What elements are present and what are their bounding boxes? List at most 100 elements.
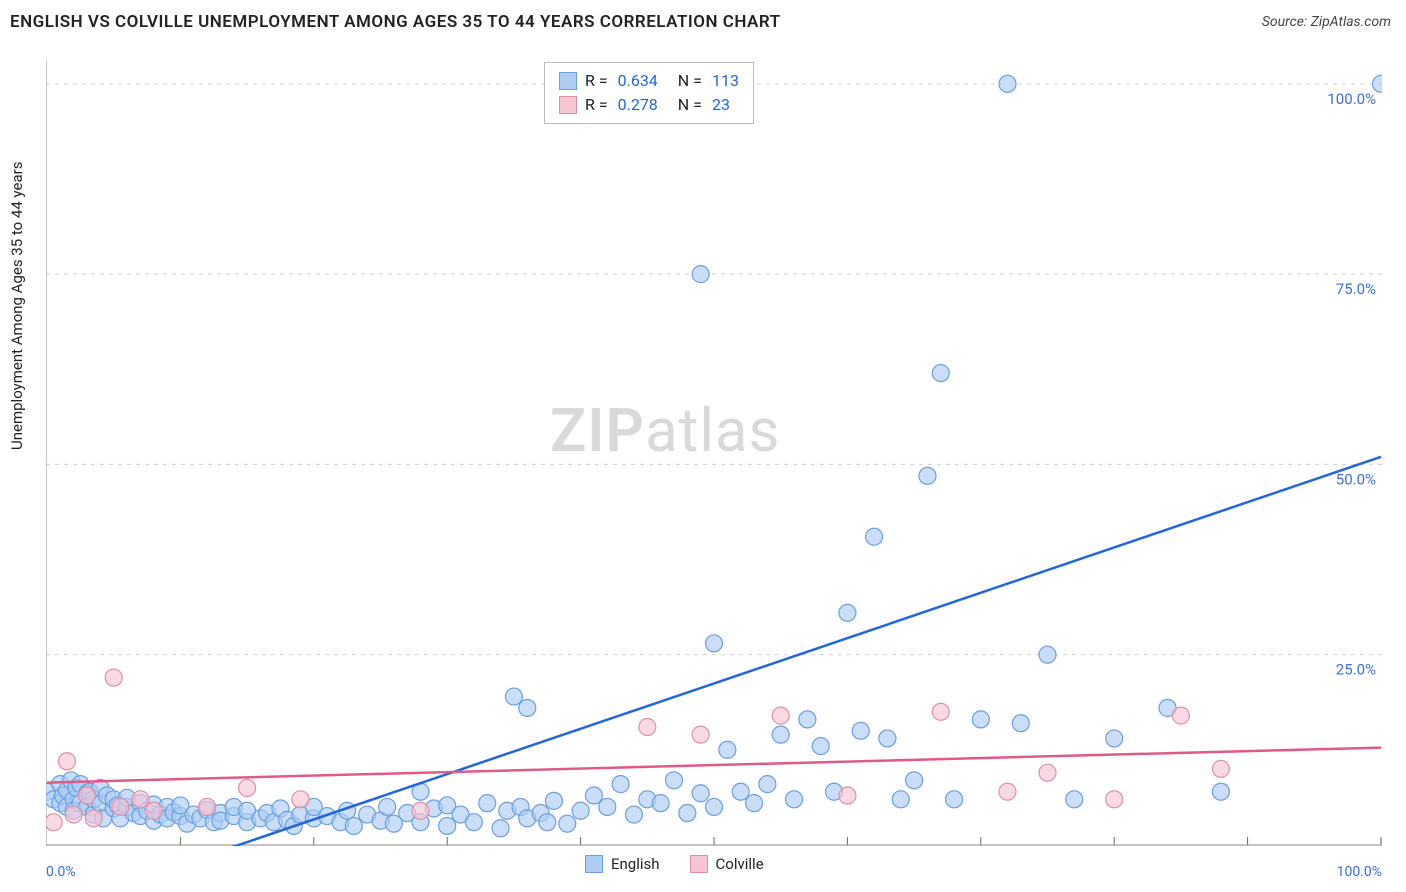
data-point <box>732 783 749 800</box>
data-point <box>652 795 669 812</box>
data-point <box>852 722 869 739</box>
data-point <box>1106 791 1123 808</box>
data-point <box>345 817 362 834</box>
data-point <box>906 772 923 789</box>
y-tick-label: 25.0% <box>1336 661 1376 679</box>
data-point <box>812 738 829 755</box>
data-point <box>545 792 562 809</box>
data-point <box>46 814 62 831</box>
legend-series-label: English <box>611 855 660 873</box>
data-point <box>132 791 149 808</box>
trend-line <box>194 457 1381 846</box>
data-point <box>786 791 803 808</box>
legend-series: English Colville <box>585 855 764 873</box>
data-point <box>1172 707 1189 724</box>
scatter-chart: 25.0% 50.0% 75.0% 100.0% <box>46 60 1382 846</box>
data-point <box>479 795 496 812</box>
data-point <box>706 798 723 815</box>
data-point <box>465 814 482 831</box>
data-point <box>866 528 883 545</box>
data-point <box>932 365 949 382</box>
data-point <box>585 787 602 804</box>
legend-stats-row: R = 0.278 N = 23 <box>559 93 739 117</box>
data-point <box>492 820 509 837</box>
data-point <box>692 266 709 283</box>
y-tick-label: 50.0% <box>1336 470 1376 488</box>
legend-stats: R = 0.634 N = 113 R = 0.278 N = 23 <box>544 62 754 124</box>
data-point <box>1212 760 1229 777</box>
data-point <box>746 795 763 812</box>
data-point <box>1012 715 1029 732</box>
data-point <box>772 726 789 743</box>
r-label: R = <box>585 93 608 117</box>
data-point <box>839 604 856 621</box>
y-tick-label: 75.0% <box>1336 280 1376 298</box>
data-point <box>665 772 682 789</box>
data-point <box>439 817 456 834</box>
data-point <box>1212 783 1229 800</box>
n-value: 23 <box>712 93 730 117</box>
data-point <box>692 785 709 802</box>
data-point <box>519 699 536 716</box>
data-point <box>839 787 856 804</box>
legend-series-label: Colville <box>716 855 764 873</box>
data-point <box>932 703 949 720</box>
data-point <box>1039 764 1056 781</box>
trend-line <box>47 748 1381 783</box>
data-point <box>612 776 629 793</box>
data-point <box>379 798 396 815</box>
r-label: R = <box>585 69 608 93</box>
data-point <box>112 798 129 815</box>
data-point <box>719 741 736 758</box>
data-point <box>505 688 522 705</box>
legend-swatch <box>559 96 577 114</box>
legend-swatch <box>559 72 577 90</box>
data-point <box>85 810 102 827</box>
x-axis-start-label: 0.0% <box>46 864 76 880</box>
r-value: 0.278 <box>618 93 658 117</box>
chart-title: ENGLISH VS COLVILLE UNEMPLOYMENT AMONG A… <box>10 12 781 32</box>
y-axis-label: Unemployment Among Ages 35 to 44 years <box>8 162 26 450</box>
data-point <box>599 798 616 815</box>
data-point <box>292 791 309 808</box>
x-axis-end-label: 100.0% <box>1337 864 1382 880</box>
legend-series-item: Colville <box>690 855 764 873</box>
data-point <box>65 806 82 823</box>
chart-container: ENGLISH VS COLVILLE UNEMPLOYMENT AMONG A… <box>0 0 1406 892</box>
n-value: 113 <box>712 69 739 93</box>
data-point <box>639 719 656 736</box>
legend-swatch <box>690 855 708 873</box>
data-point <box>972 711 989 728</box>
data-point <box>892 791 909 808</box>
source-credit: Source: ZipAtlas.com <box>1262 14 1391 30</box>
data-point <box>799 711 816 728</box>
data-point <box>625 806 642 823</box>
legend-swatch <box>585 855 603 873</box>
data-point <box>239 779 256 796</box>
legend-series-item: English <box>585 855 660 873</box>
data-point <box>999 75 1016 92</box>
data-point <box>145 802 162 819</box>
data-point <box>59 753 76 770</box>
data-point <box>679 805 696 822</box>
data-point <box>1066 791 1083 808</box>
legend-stats-row: R = 0.634 N = 113 <box>559 69 739 93</box>
data-point <box>1039 646 1056 663</box>
data-point <box>199 798 216 815</box>
data-point <box>105 669 122 686</box>
data-point <box>572 802 589 819</box>
data-point <box>412 802 429 819</box>
r-value: 0.634 <box>618 69 658 93</box>
n-label: N = <box>678 69 702 93</box>
data-point <box>692 726 709 743</box>
n-label: N = <box>678 93 702 117</box>
data-point <box>79 787 96 804</box>
y-tick-label: 100.0% <box>1327 90 1376 108</box>
data-point <box>999 783 1016 800</box>
data-point <box>919 467 936 484</box>
data-point <box>1106 730 1123 747</box>
data-point <box>772 707 789 724</box>
data-point <box>706 635 723 652</box>
data-point <box>879 730 896 747</box>
data-point <box>759 776 776 793</box>
